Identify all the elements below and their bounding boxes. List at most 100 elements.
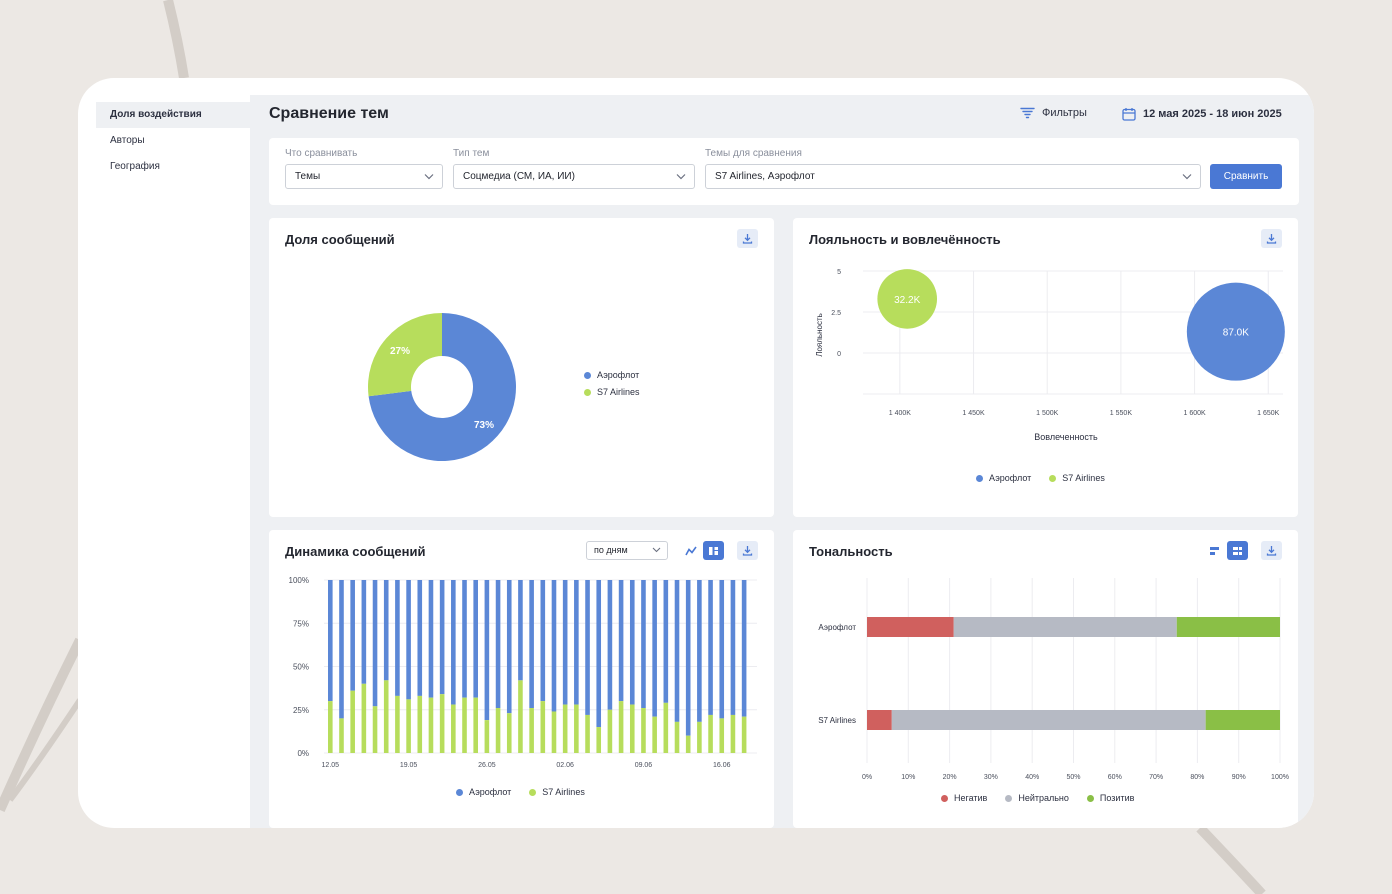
tonality-download-button[interactable] [1261, 541, 1282, 560]
legend-dot [584, 388, 591, 396]
bar-aeroflot [741, 580, 747, 717]
filters-button[interactable]: Фильтры [1020, 107, 1087, 119]
bar-s7 [395, 695, 400, 753]
legend-item-aeroflot[interactable]: Аэрофлот [456, 787, 511, 797]
x-tick-label: 40% [1025, 774, 1039, 781]
x-tick-label: 12.05 [322, 762, 340, 769]
bar-aeroflot [730, 580, 736, 715]
bar-s7 [629, 704, 635, 753]
legend-item-s7[interactable]: S7 Airlines [529, 787, 585, 797]
y-tick-label: 5 [837, 269, 841, 276]
legend-item-s7[interactable]: S7 Airlines [584, 387, 640, 397]
legend-dot [1005, 794, 1013, 802]
bar-aeroflot [674, 580, 680, 722]
dynamics-card-title: Динамика сообщений [285, 544, 426, 559]
compare-button[interactable]: Сравнить [1210, 164, 1282, 189]
dynamics-legend: Аэрофлот S7 Airlines [456, 787, 585, 797]
bar-s7 [663, 702, 669, 753]
bar-segment-Позитив [1205, 710, 1280, 730]
sidebar-item-geography[interactable]: География [110, 161, 160, 172]
sidebar: Доля воздействия Авторы География [96, 102, 250, 180]
bar-aeroflot [339, 580, 344, 719]
legend-item-neutral[interactable]: Нейтрально [1005, 793, 1069, 803]
bar-s7 [506, 713, 512, 753]
legend-label: Негатив [954, 793, 988, 803]
bar-aeroflot [574, 580, 579, 705]
bar-segment-Позитив [1176, 617, 1280, 637]
bar-aeroflot [428, 580, 434, 698]
bar-aeroflot [473, 580, 478, 698]
sidebar-item-impact-share[interactable]: Доля воздействия [96, 102, 250, 128]
bar-aeroflot [462, 580, 467, 698]
stacked-view-toggle[interactable] [1227, 541, 1248, 560]
bar-aeroflot [328, 580, 333, 702]
legend-item-negative[interactable]: Негатив [941, 793, 987, 803]
loyalty-download-button[interactable] [1261, 229, 1282, 248]
bar-aeroflot [495, 580, 501, 709]
bar-s7 [618, 701, 624, 753]
x-tick-label: 09.06 [635, 762, 653, 769]
bar-aeroflot [484, 580, 490, 721]
period-select[interactable]: по дням [586, 541, 668, 560]
bar-segment-Негатив [867, 710, 892, 730]
bubble-0 [1186, 282, 1285, 381]
x-tick-label: 1 450K [962, 410, 985, 417]
bubble-label: 87.0K [1223, 328, 1249, 339]
legend-item-aeroflot[interactable]: Аэрофлот [976, 473, 1031, 483]
share-card: Доля сообщений 73% 27% Аэрофлот S7 Airlin… [269, 218, 774, 517]
compare-what-label: Что сравнивать [285, 148, 358, 159]
bar-s7 [328, 701, 333, 753]
topics-value: S7 Airlines, Аэрофлот [715, 171, 815, 182]
main-content: Сравнение тем Фильтры 12 мая 2025 - 18 и… [250, 95, 1314, 828]
sidebar-item-authors[interactable]: Авторы [110, 135, 145, 146]
x-tick-label: 26.05 [478, 762, 496, 769]
legend-label: S7 Airlines [1062, 473, 1105, 483]
bar-aeroflot [652, 580, 657, 717]
bar-s7 [697, 721, 702, 753]
bar-aeroflot [697, 580, 702, 722]
bar-s7 [518, 680, 523, 753]
bar-aeroflot [406, 580, 411, 700]
bar-s7 [428, 697, 434, 753]
x-tick-label: 10% [901, 774, 915, 781]
topic-type-select[interactable]: Соцмедиа (СМ, ИА, ИИ) [453, 164, 695, 189]
x-tick-label: 19.05 [400, 762, 418, 769]
legend-dot [584, 371, 591, 379]
x-tick-label: 70% [1149, 774, 1163, 781]
bar-aeroflot [607, 580, 613, 710]
bar-aeroflot [585, 580, 590, 715]
topics-select[interactable]: S7 Airlines, Аэрофлот [705, 164, 1201, 189]
legend-label: Позитив [1099, 793, 1135, 803]
bar-s7 [652, 716, 657, 753]
chevron-down-icon [652, 547, 661, 553]
bar-aeroflot [596, 580, 602, 728]
x-tick-label: 16.06 [713, 762, 731, 769]
dynamics-card: Динамика сообщений по дням 100% 75% 50% 25%… [269, 530, 774, 828]
line-chart-icon [684, 546, 697, 555]
bar-s7 [372, 706, 378, 753]
bar-s7 [439, 694, 445, 753]
share-download-button[interactable] [737, 229, 758, 248]
bar-chart-toggle[interactable] [703, 541, 724, 560]
bar-segment-Нейтрально [891, 710, 1206, 730]
legend-item-aeroflot[interactable]: Аэрофлот [584, 370, 640, 380]
bar-s7 [529, 708, 534, 753]
calendar-icon [1122, 108, 1136, 121]
bar-s7 [495, 708, 501, 753]
legend-item-positive[interactable]: Позитив [1086, 793, 1135, 803]
grouped-view-toggle[interactable] [1204, 541, 1225, 560]
legend-item-s7[interactable]: S7 Airlines [1049, 473, 1105, 483]
filter-bar: Что сравнивать Темы Тип тем Соцмедиа (СМ… [269, 138, 1299, 205]
tonality-legend: Негатив Нейтрально Позитив [941, 793, 1134, 803]
line-chart-toggle[interactable] [680, 541, 701, 560]
legend-label: S7 Airlines [597, 387, 640, 397]
bar-s7 [383, 680, 389, 753]
y-tick-label: 75% [293, 619, 309, 628]
x-tick-label: 80% [1190, 774, 1204, 781]
bar-s7 [574, 704, 579, 753]
date-range-picker[interactable]: 12 мая 2025 - 18 июн 2025 [1122, 107, 1282, 121]
dynamics-download-button[interactable] [737, 541, 758, 560]
bar-s7 [596, 727, 602, 753]
compare-what-select[interactable]: Темы [285, 164, 443, 189]
bar-s7 [730, 714, 736, 753]
